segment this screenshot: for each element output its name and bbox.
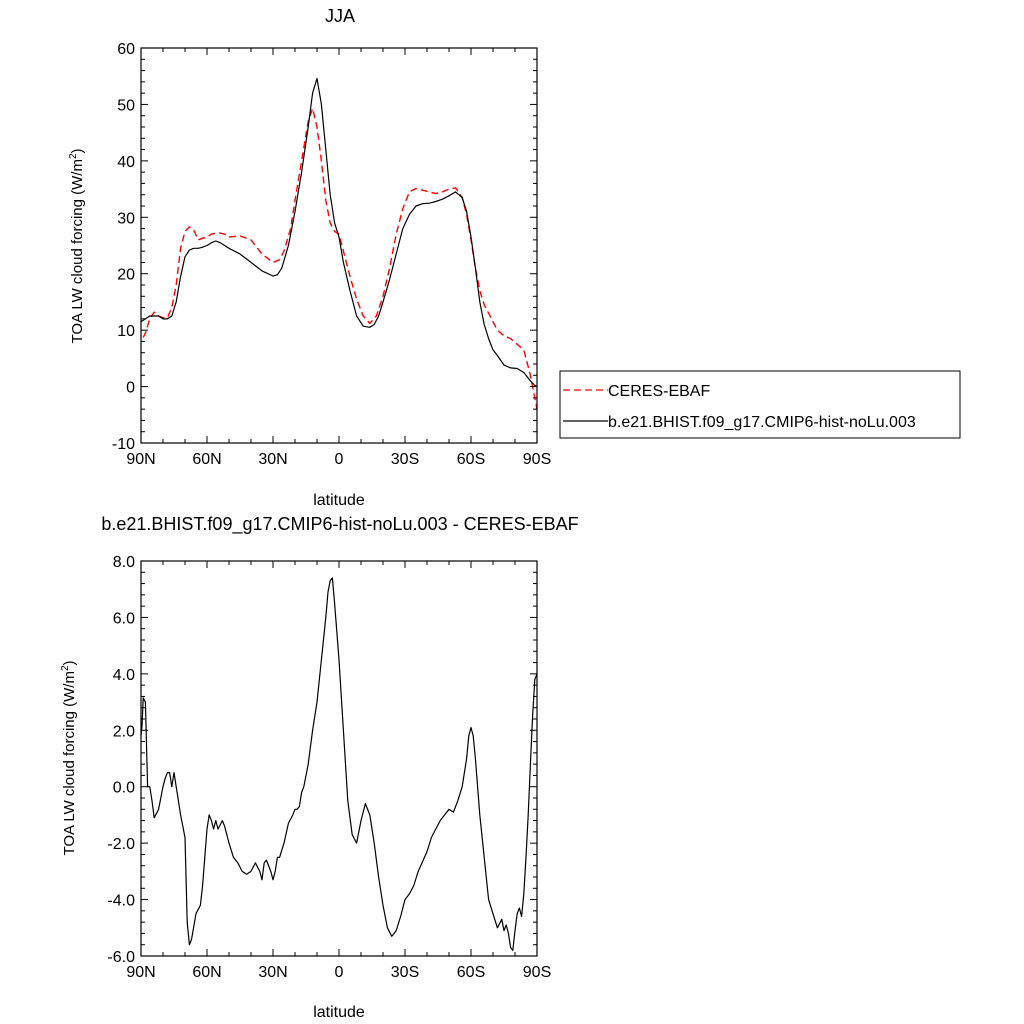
bottom-y-label-close: ) <box>61 660 78 665</box>
top-y-tick-label: 20 <box>117 267 135 284</box>
top-chart-x-axis-label: latitude <box>313 492 365 509</box>
svg-text:TOA LW cloud forcing (W/m2): TOA LW cloud forcing (W/m2) <box>68 148 86 343</box>
bottom-plot-frame <box>140 560 538 957</box>
bottom-y-tick-label: 4.0 <box>113 667 135 684</box>
bottom-chart-title: b.e21.BHIST.f09_g17.CMIP6-hist-noLu.003 … <box>101 514 578 535</box>
top-x-tick-label: 30N <box>258 451 287 468</box>
top-y-label-superscript: 2 <box>68 153 79 159</box>
bottom-x-tick-label: 30N <box>258 964 287 981</box>
top-x-tick-label: 90S <box>523 451 551 468</box>
bottom-y-tick-label: 6.0 <box>113 610 135 627</box>
top-y-label-main: TOA LW cloud forcing (W/m <box>69 159 86 344</box>
bottom-x-tick-label: 90N <box>126 964 155 981</box>
bottom-y-tick-label: 8.0 <box>113 554 135 571</box>
top-x-tick-label: 60S <box>457 451 485 468</box>
top-y-tick-label: 10 <box>117 323 135 340</box>
legend-box <box>559 370 961 439</box>
bottom-series-line-0 <box>140 577 538 952</box>
top-chart-title: JJA <box>325 6 355 26</box>
top-series-line-1 <box>140 77 538 388</box>
bottom-y-label-superscript: 2 <box>60 665 71 671</box>
bottom-x-tick-label: 90S <box>523 964 551 981</box>
bottom-y-tick-label: 2.0 <box>113 723 135 740</box>
top-x-tick-label: 30S <box>391 451 419 468</box>
legend-label-model: b.e21.BHIST.f09_g17.CMIP6-hist-noLu.003 <box>608 414 916 431</box>
bottom-y-tick-label: -6.0 <box>107 949 135 966</box>
top-y-tick-label: -10 <box>112 436 135 453</box>
bottom-y-tick-label: -2.0 <box>107 836 135 853</box>
top-x-tick-label: 60N <box>192 451 221 468</box>
top-x-tick-label: 90N <box>126 451 155 468</box>
bottom-x-tick-label: 60S <box>457 964 485 981</box>
top-series-line-0 <box>142 107 538 410</box>
bottom-y-tick-label: -4.0 <box>107 893 135 910</box>
top-chart-plot-area: 90N 60N 30N 0 30S 60S 90S -10 0 10 20 30 40 50 60 <box>112 41 551 468</box>
bottom-x-tick-label: 30S <box>391 964 419 981</box>
top-chart-panel: JJA TOA LW cloud forcing (W/m2) latitude… <box>68 6 961 509</box>
top-y-label-close: ) <box>69 148 86 153</box>
legend: CERES-EBAF b.e21.BHIST.f09_g17.CMIP6-his… <box>559 370 961 439</box>
bottom-y-tick-label: 0.0 <box>113 780 135 797</box>
bottom-chart-x-axis-label: latitude <box>313 1004 365 1021</box>
top-y-tick-label: 0 <box>126 380 135 397</box>
top-y-tick-label: 30 <box>117 210 135 227</box>
top-y-tick-label: 40 <box>117 154 135 171</box>
bottom-chart-y-axis-label: TOA LW cloud forcing (W/m2) <box>60 660 78 855</box>
svg-text:TOA LW cloud forcing (W/m2): TOA LW cloud forcing (W/m2) <box>60 660 78 855</box>
bottom-chart-panel: b.e21.BHIST.f09_g17.CMIP6-hist-noLu.003 … <box>60 514 579 1021</box>
bottom-chart-plot-area: 90N 60N 30N 0 30S 60S 90S -6.0 -4.0 -2.0 0.0 2.0 4.0… <box>107 554 551 981</box>
top-chart-y-axis-label: TOA LW cloud forcing (W/m2) <box>68 148 86 343</box>
top-y-tick-label: 60 <box>117 41 135 58</box>
top-y-tick-label: 50 <box>117 97 135 114</box>
top-plot-frame <box>140 47 538 444</box>
top-x-tick-label: 0 <box>335 451 344 468</box>
bottom-x-tick-label: 0 <box>335 964 344 981</box>
bottom-x-tick-label: 60N <box>192 964 221 981</box>
bottom-y-label-main: TOA LW cloud forcing (W/m <box>61 671 78 856</box>
legend-label-ceres: CERES-EBAF <box>608 383 710 400</box>
